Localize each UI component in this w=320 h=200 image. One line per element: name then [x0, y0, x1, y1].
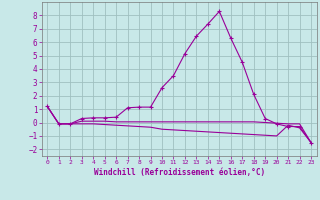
X-axis label: Windchill (Refroidissement éolien,°C): Windchill (Refroidissement éolien,°C): [94, 168, 265, 177]
